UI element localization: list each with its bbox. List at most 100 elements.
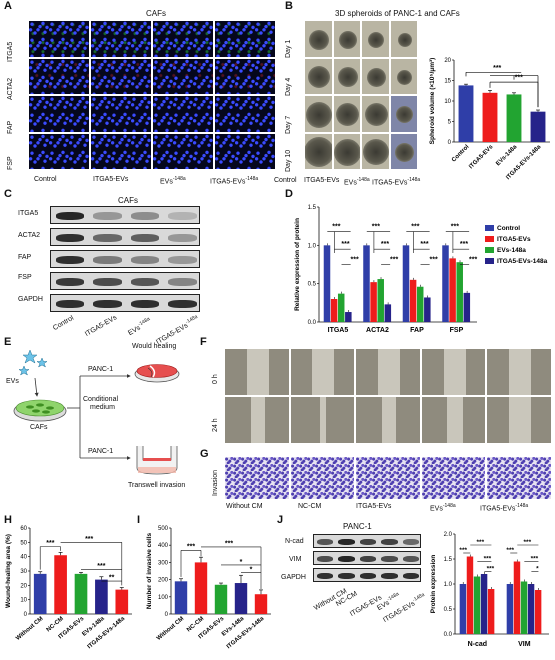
- blot-band: [359, 573, 377, 580]
- panel-g: Invasion Without CM NC-CM ITGA5-EVs EVs-…: [200, 448, 555, 514]
- chart-b-significance: ***: [493, 65, 501, 72]
- chart-i-y-tick-label: 300: [158, 560, 169, 566]
- chart-h-category-label: NC-CM: [46, 616, 65, 633]
- wound-image: [224, 396, 290, 444]
- chart-i-significance: *: [240, 559, 243, 566]
- blot-band: [93, 278, 122, 286]
- chart-i-significance: ***: [225, 541, 233, 548]
- chart-d-bar: [456, 262, 463, 322]
- schematic-wound-label: Would healing: [132, 343, 177, 350]
- panel-j: PANC-1 N-cad VIM GAPDH Without CM NC-CM …: [277, 516, 427, 660]
- chart-d-legend-label: EVs-148a: [497, 247, 526, 254]
- panel-c-title: CAFs: [118, 196, 138, 205]
- chart-j-significance: *: [536, 566, 539, 573]
- chart-h-bar: [115, 589, 129, 614]
- blot-band: [402, 556, 420, 563]
- spheroid: [336, 103, 360, 127]
- blot-band: [381, 539, 398, 546]
- schematic-cafs-label: CAFs: [30, 424, 48, 431]
- panel-c-row-label: ITGA5: [18, 210, 39, 217]
- chart-i-bar: [234, 583, 248, 614]
- wound-image: [355, 348, 421, 396]
- chart-j-category-label: VIM: [518, 641, 531, 648]
- spheroid: [309, 29, 330, 50]
- chart-j-significance: ***: [524, 539, 532, 546]
- chart-d-significance: ***: [460, 241, 468, 248]
- chart-d-significance: ***: [332, 223, 340, 230]
- chart-i-bar: [254, 594, 268, 614]
- panel-f: 0 h 24 h: [200, 336, 555, 446]
- panel-b-col-label: EVs-148a: [344, 177, 370, 187]
- invasion-image: [224, 456, 290, 500]
- panel-c-col-label: EVs-148a: [127, 316, 152, 338]
- wound-image: [486, 396, 552, 444]
- chart-h-bar: [54, 555, 67, 614]
- chart-h-y-tick-label: 40: [20, 555, 27, 561]
- chart-i-y-tick-label: 500: [158, 526, 169, 532]
- chart-d-legend-label: Control: [497, 225, 520, 232]
- wound-gap: [446, 397, 463, 443]
- spheroid: [337, 67, 358, 88]
- chart-b-y-tick-label: 15: [444, 79, 451, 85]
- panel-a-row-label: ACTA2: [7, 77, 14, 100]
- schematic-medium-label: medium: [90, 404, 115, 411]
- panel-b-col-label: Control: [274, 177, 297, 184]
- wound-gap: [509, 349, 532, 395]
- chart-h-significance: ***: [46, 540, 54, 547]
- chart-d-bar: [449, 258, 456, 322]
- chart-j-bar: [520, 581, 528, 634]
- panel-b-col-label: ITGA5-EVs-148a: [372, 177, 421, 187]
- chart-i-category-label: Without CM: [156, 616, 185, 642]
- chart-h-y-axis-label: Wound-healing area (%): [5, 534, 12, 608]
- chart-j-y-tick-label: 1.5: [444, 557, 453, 563]
- chart-d-category-label: ACTA2: [366, 327, 389, 334]
- spheroid: [396, 106, 414, 124]
- chart-j-significance: ***: [477, 539, 485, 546]
- blot-band: [168, 278, 197, 286]
- chart-b-bar: [506, 94, 522, 142]
- panel-c-blot: [50, 206, 200, 312]
- wound-image: [420, 396, 487, 444]
- panel-j-row-label: VIM: [289, 556, 302, 563]
- spheroid-tile: [361, 57, 390, 95]
- chart-j-significance: ***: [487, 566, 495, 573]
- chart-d-y-tick-label: 1.5: [308, 205, 317, 211]
- schematic-panc1-top: PANC-1: [88, 366, 114, 373]
- wound-gap: [320, 397, 327, 443]
- chart-i-category-label: ITGA5-EVs-148a: [226, 616, 266, 651]
- chart-d-significance: ***: [341, 241, 349, 248]
- schematic-transwell-label: Transwell invasion: [128, 482, 186, 489]
- chart-d-category-label: FAP: [410, 327, 424, 334]
- chart-h-y-tick-label: 10: [20, 598, 27, 604]
- chart-d-bar: [323, 245, 331, 322]
- panel-c-row-label: FSP: [18, 274, 32, 281]
- panel-g-col-label: EVs-148a: [430, 503, 456, 513]
- panel-g-col-label: NC-CM: [298, 503, 322, 510]
- panel-a-row-label: ITGA5: [7, 41, 14, 62]
- spheroid-tile: [389, 95, 418, 133]
- wound-gap: [509, 397, 532, 443]
- blot-band: [55, 234, 84, 242]
- spheroid-tile: [304, 20, 333, 58]
- panel-c-row-label: FAP: [18, 254, 32, 261]
- panel-label-h: H: [4, 514, 12, 526]
- chart-d-bar: [442, 245, 449, 322]
- chart-h-y-tick-label: 30: [20, 569, 27, 575]
- panel-f-row-label: 24 h: [212, 418, 219, 432]
- chart-d-y-tick-label: 0.5: [308, 282, 317, 288]
- chart-j-bar: [506, 584, 514, 634]
- blot-band: [55, 300, 84, 308]
- spheroid-tile: [332, 20, 361, 58]
- panel-b-row-label: Day 10: [285, 149, 292, 172]
- chart-h-y-tick-label: 0: [24, 612, 28, 618]
- blot-band: [93, 256, 122, 264]
- wound-healing-chart: 0 10 20 30 40 50 60 Wound-healing area (%) Witho…: [5, 526, 132, 650]
- wound-gap: [312, 349, 335, 395]
- chart-d-bar: [330, 299, 338, 322]
- chart-d-bar: [409, 279, 417, 322]
- chart-d-y-tick-label: 1.0: [308, 243, 317, 249]
- panel-g-col-label: Without CM: [226, 503, 263, 510]
- blot-row: [50, 272, 200, 290]
- panel-label-f: F: [200, 336, 207, 348]
- panel-j-row-label: N-cad: [285, 538, 304, 545]
